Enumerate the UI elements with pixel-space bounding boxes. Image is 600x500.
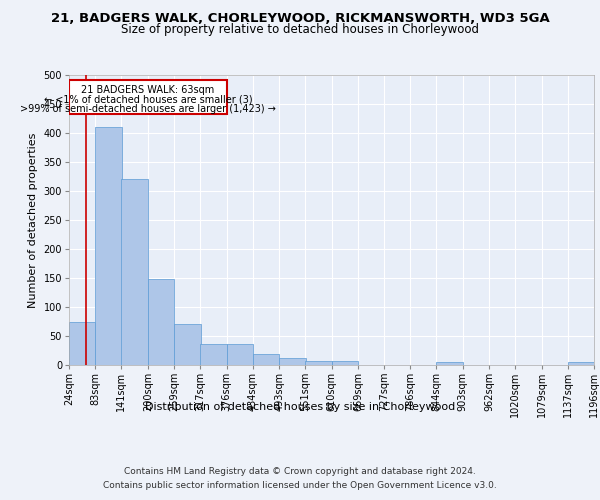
- Text: Contains HM Land Registry data © Crown copyright and database right 2024.: Contains HM Land Registry data © Crown c…: [124, 468, 476, 476]
- Text: >99% of semi-detached houses are larger (1,423) →: >99% of semi-detached houses are larger …: [20, 104, 276, 114]
- Text: Contains public sector information licensed under the Open Government Licence v3: Contains public sector information licen…: [103, 481, 497, 490]
- Bar: [227, 344, 253, 365]
- Text: Distribution of detached houses by size in Chorleywood: Distribution of detached houses by size …: [145, 402, 455, 412]
- Text: Size of property relative to detached houses in Chorleywood: Size of property relative to detached ho…: [121, 24, 479, 36]
- Text: 21, BADGERS WALK, CHORLEYWOOD, RICKMANSWORTH, WD3 5GA: 21, BADGERS WALK, CHORLEYWOOD, RICKMANSW…: [50, 12, 550, 26]
- Text: ← <1% of detached houses are smaller (3): ← <1% of detached houses are smaller (3): [44, 94, 252, 104]
- Bar: [148, 279, 174, 365]
- Bar: [305, 361, 331, 365]
- Bar: [121, 180, 148, 365]
- Text: 21 BADGERS WALK: 63sqm: 21 BADGERS WALK: 63sqm: [81, 86, 214, 96]
- Bar: [436, 362, 463, 365]
- Bar: [95, 127, 122, 365]
- Y-axis label: Number of detached properties: Number of detached properties: [28, 132, 38, 308]
- Bar: [253, 354, 279, 365]
- Bar: [174, 324, 200, 365]
- Bar: [331, 361, 358, 365]
- Bar: [200, 344, 227, 365]
- Bar: [568, 362, 594, 365]
- FancyBboxPatch shape: [69, 80, 227, 114]
- Bar: [69, 322, 95, 365]
- Bar: [279, 358, 305, 365]
